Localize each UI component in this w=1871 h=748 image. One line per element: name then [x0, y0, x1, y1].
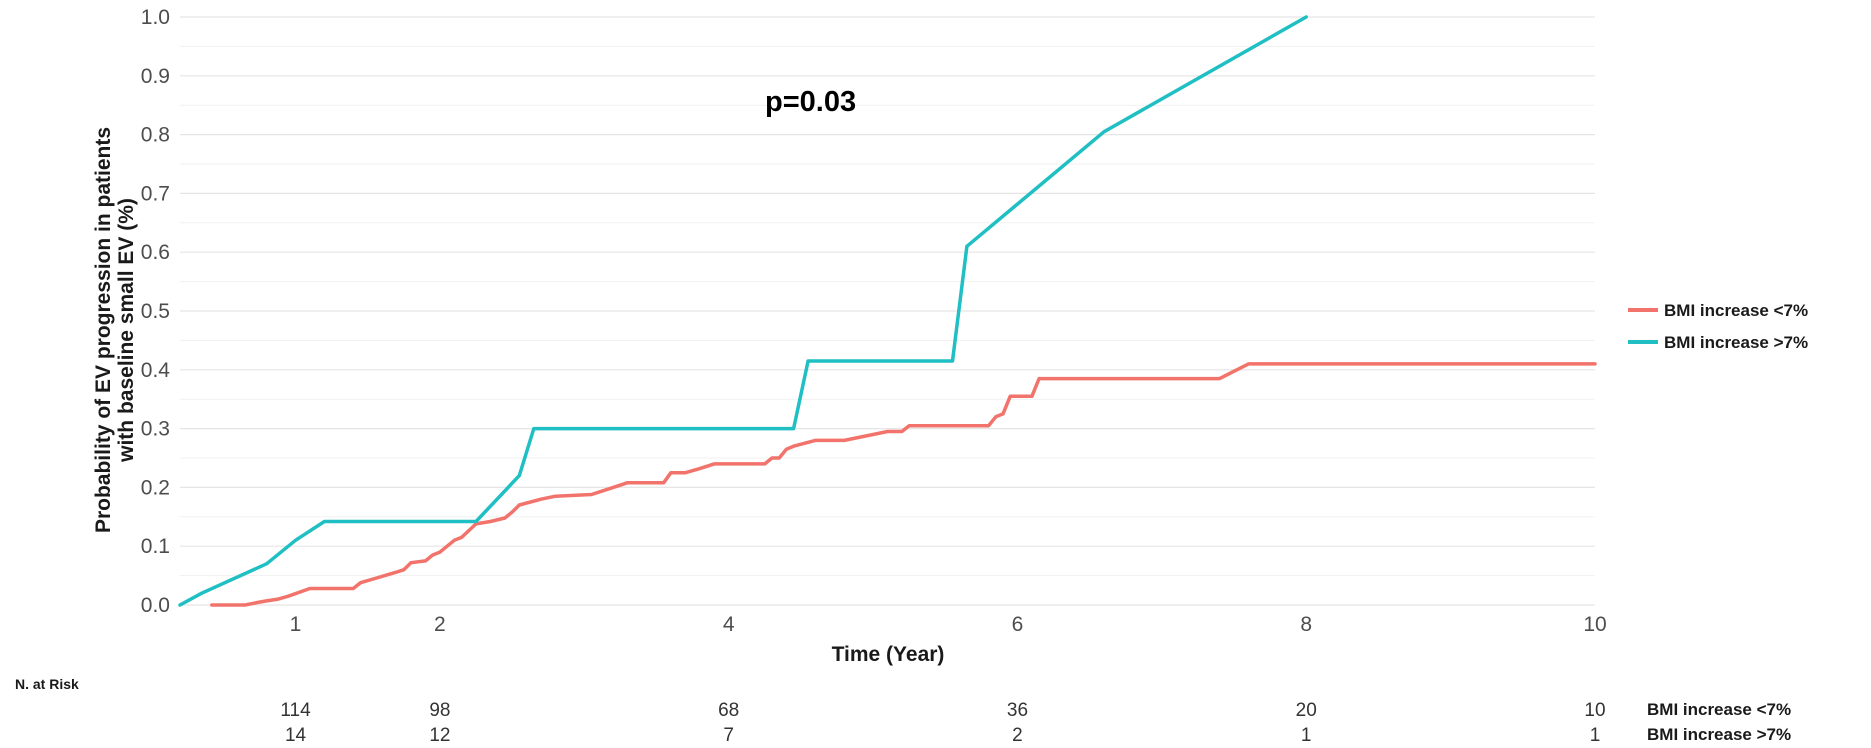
- x-tick-2: 4: [723, 613, 735, 636]
- risk-value-r1-c2: 7: [723, 725, 734, 746]
- risk-value-r0-c5: 10: [1584, 700, 1605, 721]
- risk-value-r1-c0: 14: [285, 725, 307, 746]
- risk-value-r1-c1: 12: [429, 725, 450, 746]
- risk-table: N. at Risk 114 98 68 36 20 10 BMI increase <7%…: [15, 676, 1791, 746]
- y-tick-6: 0.6: [141, 241, 170, 264]
- risk-value-r1-c5: 1: [1590, 725, 1601, 746]
- x-tick-1: 2: [434, 613, 446, 636]
- x-tick-4: 8: [1300, 613, 1312, 636]
- y-tick-5: 0.5: [141, 300, 170, 323]
- risk-value-r0-c3: 36: [1007, 700, 1028, 721]
- risk-value-r1-c4: 1: [1301, 725, 1312, 746]
- y-tick-2: 0.2: [141, 476, 170, 499]
- legend: BMI increase <7% BMI increase >7%: [1628, 301, 1808, 352]
- risk-row-label-0: BMI increase <7%: [1647, 700, 1791, 719]
- y-tick-0: 0.0: [141, 594, 170, 617]
- y-tick-3: 0.3: [141, 418, 170, 441]
- y-tick-7: 0.7: [141, 182, 170, 205]
- grid-lines: [180, 16, 1595, 606]
- risk-row-label-1: BMI increase >7%: [1647, 725, 1791, 744]
- y-tick-8: 0.8: [141, 124, 170, 147]
- series-line-1: [178, 15, 1308, 607]
- y-axis-title-line-2: with baseline small EV (%): [115, 198, 138, 463]
- p-value-annotation: p=0.03: [765, 86, 856, 118]
- y-tick-10: 1.0: [141, 6, 170, 29]
- y-axis-title-line-1: Probability of EV progression in patient…: [92, 127, 115, 533]
- y-tick-9: 0.9: [141, 65, 170, 88]
- x-tick-3: 6: [1012, 613, 1024, 636]
- series-line-0: [210, 362, 1597, 607]
- x-tick-labels: 1 2 4 6 8 10: [290, 613, 1607, 636]
- risk-value-r0-c0: 114: [280, 700, 311, 721]
- risk-table-rows: 114 98 68 36 20 10 BMI increase <7% 14 12 7 2 1 1 BMI…: [280, 700, 1791, 746]
- x-axis-title: Time (Year): [832, 643, 945, 666]
- legend-label-bmi-gt-7: BMI increase >7%: [1664, 333, 1808, 352]
- y-tick-1: 0.1: [141, 535, 170, 558]
- risk-value-r0-c2: 68: [718, 700, 739, 721]
- y-tick-4: 0.4: [141, 359, 171, 382]
- legend-label-bmi-lt-7: BMI increase <7%: [1664, 301, 1808, 320]
- x-tick-0: 1: [290, 613, 302, 636]
- risk-value-r0-c1: 98: [429, 700, 450, 721]
- y-tick-labels: 0.0 0.1 0.2 0.3 0.4 0.5 0.6 0.7 0.8 0.9 1.0: [141, 6, 171, 617]
- x-tick-5: 10: [1583, 613, 1606, 636]
- risk-value-r0-c4: 20: [1296, 700, 1317, 721]
- risk-value-r1-c3: 2: [1012, 725, 1023, 746]
- series-lines: [178, 15, 1597, 607]
- risk-table-title: N. at Risk: [15, 676, 79, 692]
